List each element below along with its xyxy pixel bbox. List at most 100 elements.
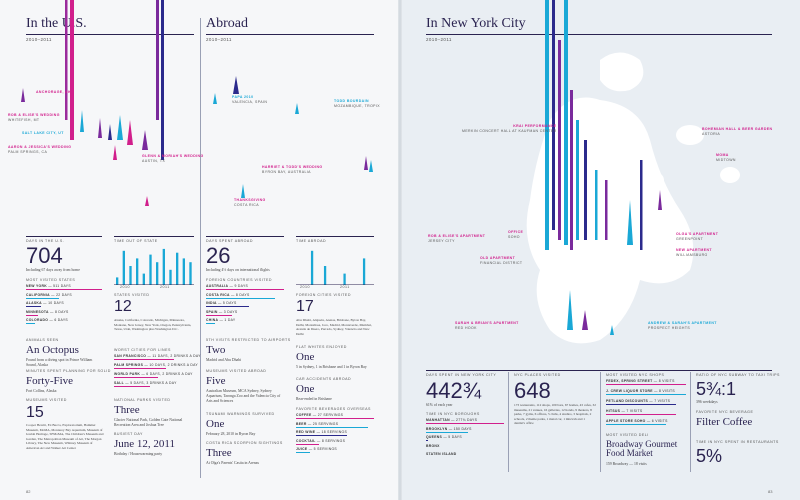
abroad-spike — [233, 76, 239, 94]
list-item-name: PETLAND DISCOUNTS — [606, 399, 649, 403]
abroad-days-label: DAYS SPENT ABROAD — [206, 239, 253, 243]
list-item-bar — [606, 404, 676, 406]
list-item: PETLAND DISCOUNTS — 7 VISITS — [606, 399, 670, 403]
nyc-spike — [558, 40, 561, 240]
nyc-days-label: DAYS SPENT IN NEW YORK CITY — [426, 373, 497, 377]
list-item-value: — 7 VISITS — [648, 399, 671, 403]
abroad-spike-australia — [364, 156, 368, 170]
list-item: CALIFORNIA — 22 DAYS — [26, 293, 72, 297]
nyc-places-label: NYC PLACES VISITED — [514, 373, 561, 377]
abroad-flat-note: 5 in Sydney, 1 in Brisbane and 1 in Byro… — [296, 365, 367, 369]
list-item-value: — 5 DAYS — [216, 301, 237, 305]
list-item-bar — [206, 323, 215, 325]
list-item: RED WINE — 18 SERVINGS — [296, 430, 347, 434]
list-item: PALM SPRINGS — 10 DAYS, 2 DRINKS A DAY — [114, 363, 198, 367]
list-item-value: — 6 VISITS — [645, 419, 668, 423]
nyc-ratio-label: RATIO OF NYC SUBWAY TO TAXI TRIPS — [696, 373, 780, 377]
nyc-spike — [584, 140, 587, 240]
list-item-name: COFFEE — [296, 413, 312, 417]
us-timeout-chart — [114, 248, 194, 285]
nyc-deli-label: MOST VISITED DELI — [606, 433, 649, 437]
us-states-visited-value: 12 — [114, 298, 132, 315]
abroad-time-chart — [296, 250, 374, 285]
list-item-name: PALM SPRINGS — [114, 363, 144, 367]
list-item-value: — 8 SERVINGS — [315, 438, 346, 443]
us-timeout-rule — [114, 236, 194, 237]
nyc-spike — [605, 180, 608, 240]
list-item-value: — 5 DAYS, 3 DRINKS A DAY — [124, 381, 177, 385]
callout-krai: KRAI PERFORMANCE MERKIN CONCERT HALL AT K… — [462, 124, 557, 133]
us-spike-small — [127, 120, 133, 145]
list-item-name: INDIA — [206, 301, 217, 305]
chart-bar — [176, 252, 179, 285]
abroad-scorpion-note: At Olga's Parents' Casita in Arenas — [206, 461, 259, 465]
list-item-bar — [426, 423, 504, 425]
us-map-graphic — [21, 0, 373, 206]
list-item-value: — 9 DAYS — [228, 284, 249, 288]
list-item-bar — [296, 435, 348, 437]
callout-todd: TODD BOURDAIN MOZAMBIQUE, TROPIX — [334, 99, 381, 108]
nyc-spike — [627, 200, 633, 245]
us-timeout-year-1: 2010 — [120, 285, 130, 289]
list-item-name: AUSTRALIA — [206, 284, 229, 288]
chart-bar — [162, 248, 165, 285]
chart-bar — [310, 250, 314, 285]
list-item: BRONX — [426, 444, 440, 448]
nyc-deli-value: Broadway Gourmet Food Market — [606, 439, 678, 458]
list-item-name: QUEENS — [426, 435, 443, 439]
list-item-bar — [26, 297, 59, 299]
callout-glenn-moriah: GLENN & MORIAH'S WEDDING AUSTIN, TX — [142, 154, 204, 163]
abroad-spike-costa-rica — [241, 184, 245, 198]
nyc-spike — [576, 120, 579, 240]
list-item-bar — [114, 359, 174, 361]
abroad-airports-value: Two — [206, 344, 226, 356]
us-animals-note: Found from a diving spot in Prince Willi… — [26, 358, 93, 368]
us-spike-glenn — [161, 0, 164, 160]
callout-moma: MOMA MIDTOWN — [716, 153, 736, 162]
callout-anchorage: ANCHORAGE, AK — [36, 90, 72, 94]
list-item-name: BRONX — [426, 443, 440, 448]
abroad-cities-note: Abu Dhabi, Alajuela, Arenas, Brisbane, B… — [296, 318, 372, 336]
list-item-name: MINNESOTA — [26, 309, 49, 314]
abroad-tsunami-label: TSUNAMI WARNINGS SURVIVED — [206, 412, 275, 416]
list-item-bar — [296, 443, 320, 445]
list-item-name: RED WINE — [296, 430, 316, 434]
list-item-name: APPLE STORE SOHO — [606, 419, 646, 423]
list-item-name: JUICE — [296, 447, 308, 451]
abroad-section-years: 2010–2011 — [206, 37, 232, 42]
us-spike-nyc-left — [70, 0, 74, 140]
nyc-boroughs-label: TIME IN NYC BOROUGHS — [426, 412, 480, 416]
list-item-value: — 10 DAYS — [41, 301, 64, 305]
nyc-col-divider — [508, 372, 509, 472]
list-item-value: — 3 DAYS — [217, 309, 238, 314]
page-gutter — [398, 0, 402, 500]
list-item: COLORADO — 6 DAYS — [26, 318, 68, 322]
list-item: J. CREW LIQUOR STORE — 8 VISITS — [606, 389, 675, 393]
nyc-spike — [570, 90, 573, 250]
us-states-visited-note: Alaska, California, Colorado, Michigan, … — [114, 318, 192, 332]
nyc-bev-value: Filter Coffee — [696, 416, 753, 428]
list-item-bar — [426, 440, 429, 442]
nyc-time-rest-label: TIME IN NYC SPENT IN RESTAURANTS — [696, 440, 779, 444]
us-museums-note: Cooper Hewitt, Ex Becca, Exploratorium, … — [26, 423, 104, 450]
us-spike-small — [108, 124, 112, 140]
abroad-days-rule — [206, 236, 284, 237]
list-item-name: NEW YORK — [26, 284, 47, 288]
list-item-value: — 25 SERVINGS — [306, 421, 339, 426]
list-item-bar — [114, 386, 150, 388]
nyc-shops-label: MOST VISITED NYC SHOPS — [606, 373, 665, 377]
us-most-visited-label: MOST VISITED STATES — [26, 278, 76, 282]
us-states-visited-label: STATES VISITED — [114, 293, 150, 297]
us-busiest-note: Birthday / Housewarming party — [114, 452, 163, 456]
abroad-spike — [295, 103, 299, 114]
nyc-bev-label: FAVORITE NYC BEVERAGE — [696, 410, 754, 414]
list-item-value: — 511 DAYS — [47, 284, 71, 288]
callout-andrew-sarah: ANDREW & SARAH'S APARTMENT PROSPECT HEIGH… — [648, 321, 717, 330]
page-number-right: 83 — [768, 489, 773, 494]
nyc-ratio-value: 5¾:1 — [696, 379, 737, 399]
abroad-museums-value: Five — [206, 375, 226, 387]
chart-bar — [142, 273, 145, 285]
us-museums-label: MUSEUMS VISITED — [26, 398, 67, 402]
list-item-value: — 1 DAY — [218, 318, 236, 322]
list-item-value: — 8 VISITS — [652, 379, 675, 383]
